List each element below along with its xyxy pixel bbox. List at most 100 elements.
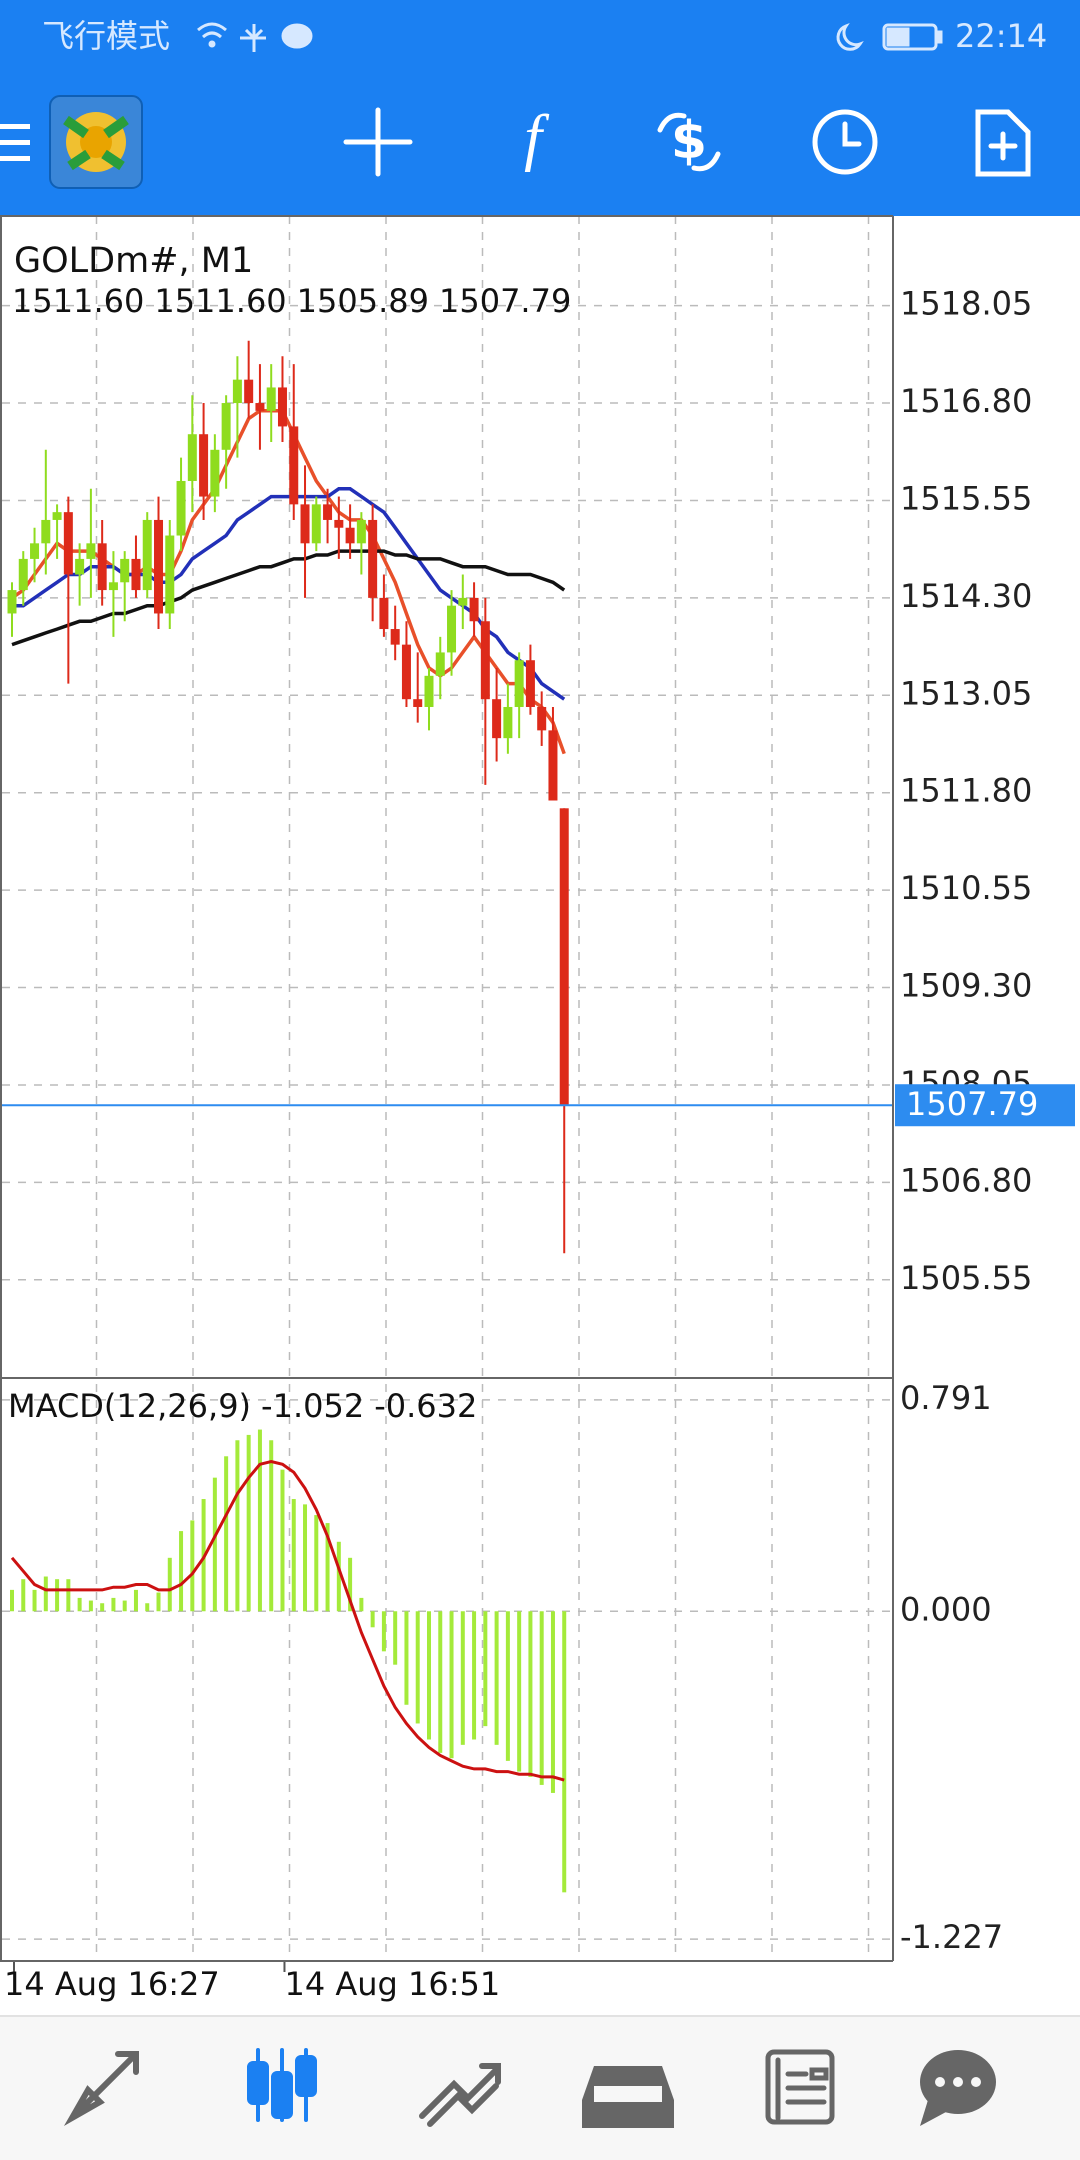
y-tick-label: 1514.30	[900, 577, 1032, 615]
y-tick-label: 1511.80	[900, 772, 1032, 810]
candle-body	[537, 706, 547, 731]
macd-bar	[460, 1611, 465, 1745]
macd-bar	[438, 1611, 443, 1753]
candle-body	[503, 706, 513, 739]
candle-body	[356, 519, 366, 544]
ohlc-value: 1511.60	[154, 282, 286, 320]
macd-bar	[359, 1597, 364, 1612]
macd-bar	[133, 1589, 138, 1612]
macd-bar	[528, 1611, 533, 1777]
macd-bar	[336, 1541, 341, 1612]
macd-bar	[393, 1611, 398, 1665]
candle-body	[63, 512, 73, 575]
status-icons	[197, 22, 943, 52]
chart-title: GOLDm#, M1	[14, 241, 253, 281]
candle-body	[548, 730, 558, 801]
candle-body	[97, 543, 107, 591]
candle-body	[18, 558, 28, 591]
y-tick-label: 1518.05	[900, 285, 1032, 323]
app-logo[interactable]	[49, 95, 143, 189]
candle-body	[41, 519, 51, 544]
macd-value: -1.052	[261, 1387, 364, 1425]
macd-signal-value: -0.632	[374, 1387, 477, 1425]
macd-bar	[404, 1611, 409, 1705]
news-tab[interactable]	[765, 2049, 835, 2125]
candle-body	[75, 558, 85, 575]
candle-body	[244, 379, 254, 404]
candle-body	[401, 644, 411, 700]
macd-bar	[111, 1597, 116, 1612]
x-tick-label: 14 Aug 16:27	[4, 1965, 220, 2003]
macd-bar	[472, 1611, 477, 1740]
macd-label: MACD(12,26,9) -1.052 -0.632	[8, 1387, 477, 1425]
chart-tab[interactable]	[247, 2048, 317, 2122]
menu-button[interactable]	[0, 124, 30, 161]
trade-tab[interactable]	[419, 2063, 501, 2127]
candle-body	[424, 675, 434, 707]
candle-body	[345, 527, 355, 544]
macd-bar	[415, 1611, 420, 1724]
y-tick-label: 1516.80	[900, 382, 1032, 420]
candle-body	[458, 597, 468, 606]
macd-bar	[291, 1499, 296, 1612]
macd-bar	[66, 1579, 71, 1612]
clock: 22:14	[955, 17, 1047, 55]
new-order-button[interactable]	[975, 109, 1031, 177]
candle-body	[469, 597, 479, 622]
chart-area: 1518.05 1516.80 1515.55 1514.30 1513.05 1511.…	[0, 215, 1075, 2003]
macd-bar	[539, 1611, 544, 1785]
macd-bar	[449, 1611, 454, 1759]
timeframe-button[interactable]	[812, 109, 878, 175]
macd-name: MACD(12,26,9)	[8, 1387, 251, 1425]
candle-body	[108, 582, 118, 591]
macd-bar	[21, 1579, 26, 1612]
candle-body	[525, 660, 535, 707]
macd-bar	[505, 1611, 510, 1761]
candle-body	[199, 434, 209, 497]
macd-bar	[156, 1592, 161, 1612]
macd-bar	[246, 1434, 251, 1612]
macd-bar	[348, 1557, 353, 1612]
chat-tab[interactable]	[920, 2050, 996, 2126]
macd-bar	[77, 1597, 82, 1612]
candle-body	[120, 558, 130, 583]
candle-body	[154, 519, 164, 614]
candle-body	[492, 699, 502, 739]
macd-bar	[550, 1611, 555, 1793]
candle-body	[142, 519, 152, 591]
y-tick-label: 1509.30	[900, 967, 1032, 1005]
candle-body	[289, 426, 299, 505]
candle-body	[379, 597, 389, 630]
macd-bar	[426, 1611, 431, 1740]
svg-text:$: $	[671, 111, 707, 171]
macd-bar	[494, 1611, 499, 1745]
y-tick-label: -1.227	[900, 1918, 1003, 1956]
candle-body	[277, 387, 287, 427]
macd-bar	[10, 1589, 14, 1612]
current-price-label: 1507.79	[906, 1085, 1038, 1123]
macd-bar	[212, 1477, 217, 1612]
history-tab[interactable]	[582, 2066, 674, 2128]
macd-bar	[269, 1440, 274, 1612]
macd-bar	[314, 1515, 319, 1612]
crosshair-button[interactable]	[343, 107, 413, 177]
candle-body	[311, 504, 321, 544]
trade-button[interactable]: $	[657, 111, 721, 172]
quotes-tab[interactable]	[63, 2051, 139, 2127]
macd-bar	[381, 1611, 386, 1652]
x-tick-label: 14 Aug 16:51	[284, 1965, 500, 2003]
macd-bar	[88, 1600, 93, 1612]
ohlc-value: 1511.60	[12, 282, 144, 320]
candle-body	[447, 605, 457, 653]
airplane-mode: 飞行模式	[42, 17, 170, 55]
candle-body	[7, 590, 17, 614]
moving-average	[11, 409, 566, 755]
y-tick-label: 0.000	[900, 1590, 992, 1628]
candle-body	[52, 512, 62, 520]
macd-bar	[122, 1600, 127, 1612]
macd-bar	[325, 1523, 330, 1612]
macd-bar	[224, 1456, 229, 1612]
y-tick-label: 0.791	[900, 1379, 992, 1417]
candle-body	[221, 403, 231, 450]
candle-body	[165, 535, 175, 614]
